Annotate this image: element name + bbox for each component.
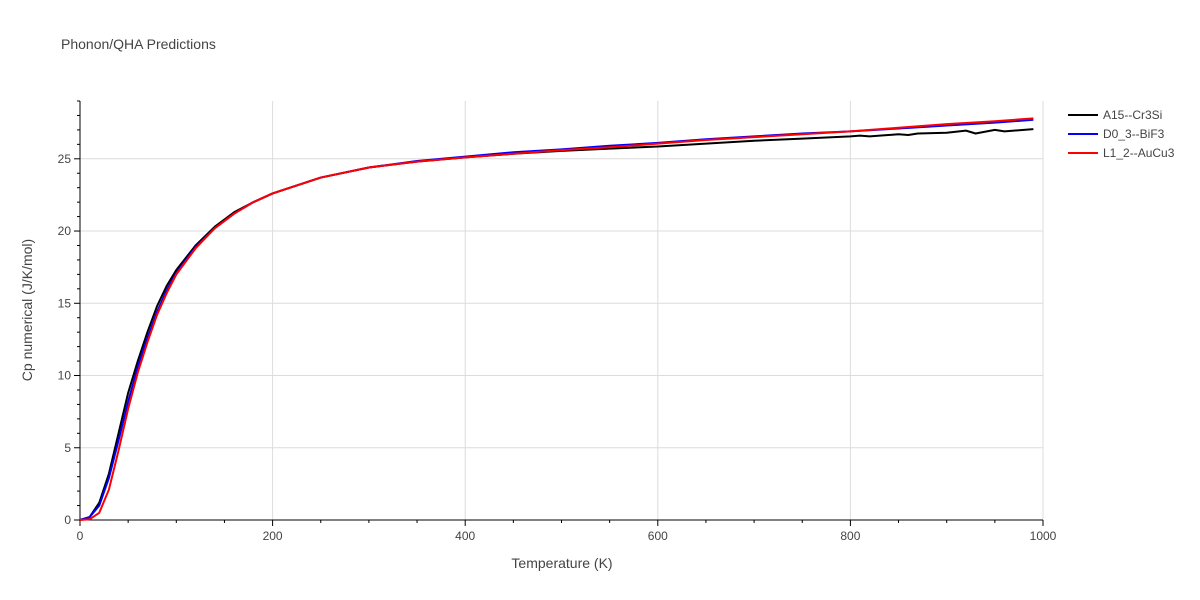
y-tick-label: 15 [58, 296, 72, 310]
x-tick-label: 0 [77, 529, 84, 543]
grid-lines [80, 101, 1044, 520]
y-tick-label: 20 [58, 224, 72, 238]
series-lines [79, 117, 1034, 521]
y-tick-label: 25 [58, 152, 72, 166]
axes [74, 100, 1044, 526]
y-tick-label: 0 [64, 513, 71, 527]
series-line-1 [79, 128, 1034, 521]
legend-item[interactable]: A15--Cr3Si [1068, 108, 1162, 122]
legend-item[interactable]: D0_3--BiF3 [1068, 127, 1165, 141]
legend[interactable]: A15--Cr3Si D0_3--BiF3 L1_2--AuCu3 [1068, 108, 1175, 160]
chart-title: Phonon/QHA Predictions [61, 36, 216, 52]
series-line-2 [79, 118, 1034, 521]
x-axis-title: Temperature (K) [511, 555, 612, 571]
tick-labels: 0 200 400 600 800 1000 0 5 10 15 20 25 [58, 152, 1057, 543]
y-tick-label: 5 [64, 441, 71, 455]
y-tick-label: 10 [58, 369, 72, 383]
legend-label: A15--Cr3Si [1103, 108, 1162, 122]
x-tick-label: 400 [455, 529, 475, 543]
x-tick-label: 1000 [1030, 529, 1057, 543]
y-axis-title: Cp numerical (J/K/mol) [19, 239, 35, 381]
x-tick-label: 800 [840, 529, 860, 543]
x-tick-label: 200 [263, 529, 283, 543]
legend-label: D0_3--BiF3 [1103, 127, 1165, 141]
x-tick-label: 600 [648, 529, 668, 543]
legend-label: L1_2--AuCu3 [1103, 146, 1175, 160]
series-line-3 [79, 117, 1034, 521]
legend-item[interactable]: L1_2--AuCu3 [1068, 146, 1175, 160]
